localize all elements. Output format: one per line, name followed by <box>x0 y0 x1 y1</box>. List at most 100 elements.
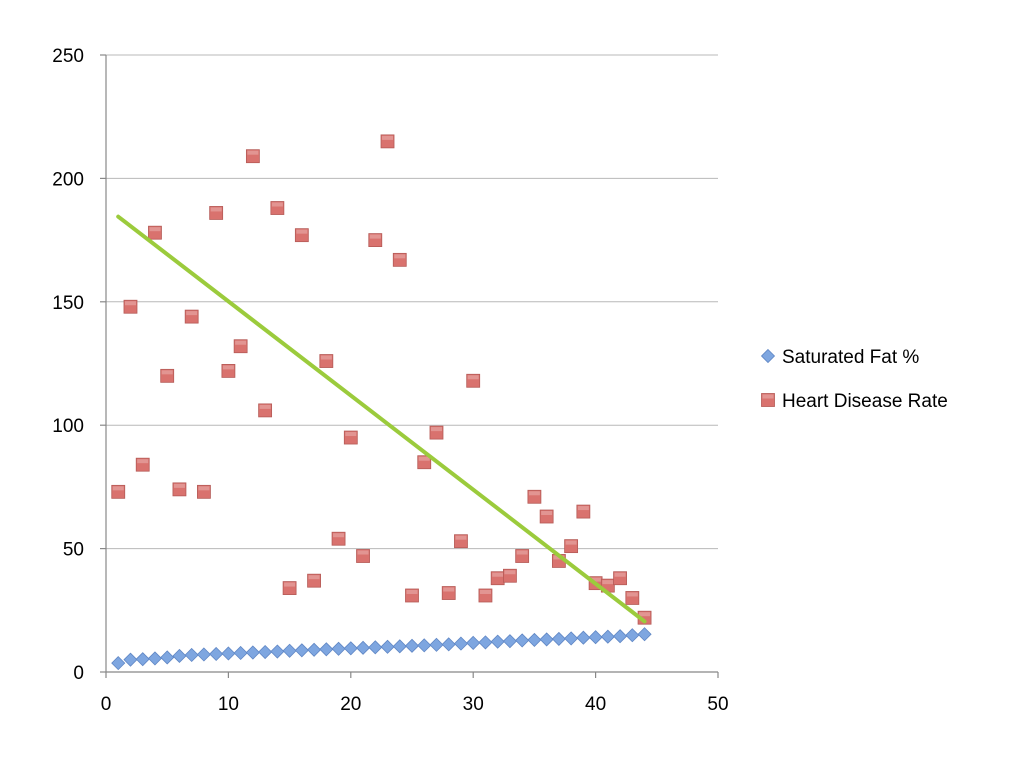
saturated-fat-point <box>258 644 273 660</box>
heart-disease-point <box>160 368 175 383</box>
y-tick-label: 200 <box>52 169 84 190</box>
saturated-fat-point <box>307 642 322 657</box>
heart-disease-point <box>294 228 309 243</box>
saturated-fat-point <box>502 634 517 649</box>
saturated-fat-point <box>221 646 236 661</box>
saturated-fat-point <box>319 642 334 657</box>
y-tick-label: 100 <box>52 416 84 437</box>
saturated-fat-point <box>453 636 469 651</box>
gridlines <box>106 54 718 550</box>
legend: Saturated Fat % Heart Disease Rate <box>760 347 948 412</box>
saturated-fat-point <box>551 631 566 646</box>
saturated-fat-point <box>147 651 163 666</box>
saturated-fat-point <box>417 638 432 653</box>
heart-disease-point <box>148 225 162 240</box>
y-tick-label: 50 <box>63 540 84 561</box>
heart-disease-point <box>233 339 248 354</box>
trendline-layer <box>116 214 647 624</box>
saturated-fat-point <box>196 647 211 662</box>
saturated-fat-point <box>160 650 175 665</box>
saturated-fat-point <box>527 632 542 647</box>
saturated-fat-point <box>490 634 505 649</box>
saturated-fat-point <box>588 630 603 645</box>
heart-disease-point <box>331 531 346 546</box>
x-tick-label: 30 <box>463 694 484 715</box>
legend-diamond-marker <box>760 348 776 364</box>
saturated-fat-point <box>441 637 456 652</box>
heart-disease-point <box>343 430 358 445</box>
heart-disease-point <box>417 455 432 470</box>
saturated-fat-point <box>172 648 187 664</box>
x-tick-label: 20 <box>340 694 361 715</box>
data-points <box>111 134 652 671</box>
heart-disease-point <box>135 457 150 472</box>
heart-disease-point <box>515 549 530 563</box>
saturated-fat-point <box>209 646 224 662</box>
heart-disease-point <box>490 571 505 586</box>
heart-disease-point <box>282 581 297 595</box>
heart-disease-point <box>380 134 395 149</box>
heart-disease-point <box>319 354 334 368</box>
heart-disease-point <box>564 539 579 554</box>
x-tick-label: 40 <box>585 694 606 715</box>
saturated-fat-point <box>576 630 591 645</box>
saturated-fat-point <box>637 627 652 642</box>
heart-disease-point <box>466 373 481 388</box>
saturated-fat-point <box>392 639 407 654</box>
heart-disease-point <box>478 588 493 603</box>
saturated-fat-point <box>625 628 640 643</box>
heart-disease-point <box>613 571 627 586</box>
y-tick-label: 250 <box>52 46 84 67</box>
x-tick-label: 10 <box>218 694 239 715</box>
saturated-fat-point <box>233 645 248 661</box>
heart-disease-point <box>258 403 273 418</box>
saturated-fat-point <box>539 632 554 647</box>
saturated-fat-point <box>123 652 138 667</box>
heart-disease-point <box>209 206 224 220</box>
heart-disease-point <box>172 482 187 497</box>
saturated-fat-point <box>282 643 297 658</box>
heart-disease-point <box>503 568 517 583</box>
heart-disease-point <box>307 573 321 588</box>
heart-disease-point <box>527 489 542 504</box>
tick-labels: 0 50 100 150 200 250 0 10 20 30 40 50 <box>52 46 728 715</box>
trendline <box>116 214 647 624</box>
saturated-fat-point <box>331 641 346 656</box>
heart-disease-point <box>111 484 126 499</box>
saturated-fat-point <box>564 631 579 646</box>
heart-disease-point <box>123 299 138 314</box>
saturated-fat-point <box>355 640 371 655</box>
legend-square-marker <box>761 393 775 407</box>
saturated-fat-point <box>343 641 358 656</box>
saturated-fat-point <box>135 652 150 667</box>
saturated-fat-point <box>429 637 444 652</box>
saturated-fat-point <box>600 629 615 644</box>
heart-disease-point <box>356 549 370 563</box>
saturated-fat-point <box>294 643 309 658</box>
saturated-fat-point <box>245 645 260 660</box>
heart-disease-point <box>368 233 383 248</box>
x-tick-label: 0 <box>101 694 112 715</box>
heart-disease-point <box>184 309 199 324</box>
heart-disease-point <box>392 252 407 267</box>
saturated-fat-point <box>478 635 493 650</box>
legend-label: Saturated Fat % <box>782 347 919 368</box>
y-tick-label: 0 <box>73 663 84 684</box>
heart-disease-point <box>539 509 554 524</box>
saturated-fat-point <box>184 647 199 663</box>
axes <box>100 54 719 678</box>
heart-disease-point <box>221 364 236 378</box>
heart-disease-point <box>454 534 468 549</box>
heart-disease-point <box>576 504 591 519</box>
saturated-fat-point <box>404 638 420 653</box>
x-tick-label: 50 <box>707 694 728 715</box>
saturated-fat-point <box>466 635 481 650</box>
heart-disease-point <box>245 149 260 164</box>
y-tick-label: 150 <box>52 293 84 314</box>
saturated-fat-point <box>515 633 530 648</box>
heart-disease-point <box>625 591 640 605</box>
heart-disease-point <box>270 201 285 215</box>
saturated-fat-point <box>613 629 628 644</box>
saturated-fat-point <box>111 656 126 671</box>
